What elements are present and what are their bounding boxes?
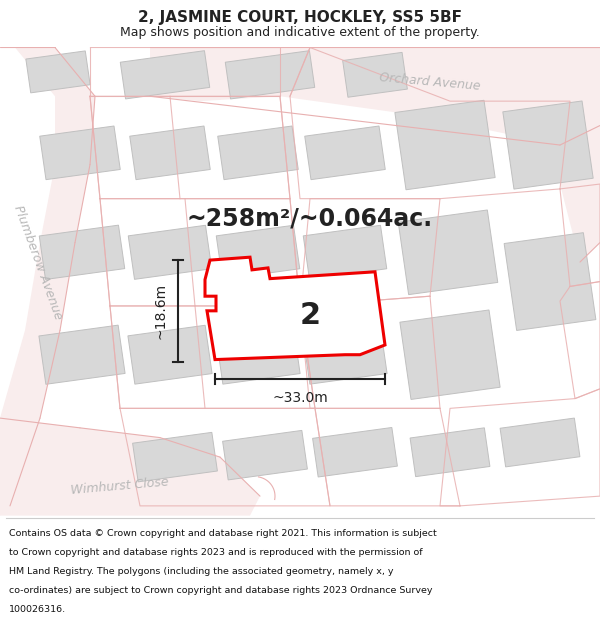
Polygon shape bbox=[400, 310, 500, 399]
Polygon shape bbox=[504, 232, 596, 331]
Polygon shape bbox=[303, 225, 387, 279]
Text: co-ordinates) are subject to Crown copyright and database rights 2023 Ordnance S: co-ordinates) are subject to Crown copyr… bbox=[9, 586, 433, 595]
Polygon shape bbox=[490, 48, 600, 262]
Polygon shape bbox=[130, 126, 210, 179]
Polygon shape bbox=[120, 51, 210, 99]
Polygon shape bbox=[0, 48, 95, 516]
Polygon shape bbox=[150, 48, 600, 145]
Text: Wimhurst Closе: Wimhurst Closе bbox=[70, 476, 170, 497]
Polygon shape bbox=[39, 225, 125, 279]
Text: 2, JASMINE COURT, HOCKLEY, SS5 5BF: 2, JASMINE COURT, HOCKLEY, SS5 5BF bbox=[138, 11, 462, 26]
Polygon shape bbox=[218, 126, 298, 179]
Polygon shape bbox=[313, 428, 397, 477]
Polygon shape bbox=[500, 418, 580, 467]
Polygon shape bbox=[410, 428, 490, 477]
Polygon shape bbox=[395, 100, 495, 190]
Text: ~33.0m: ~33.0m bbox=[272, 391, 328, 405]
Text: 100026316.: 100026316. bbox=[9, 605, 66, 614]
Polygon shape bbox=[303, 325, 387, 384]
Polygon shape bbox=[216, 225, 300, 279]
Text: to Crown copyright and database rights 2023 and is reproduced with the permissio: to Crown copyright and database rights 2… bbox=[9, 548, 422, 557]
Polygon shape bbox=[503, 101, 593, 189]
Text: 2: 2 bbox=[299, 301, 320, 330]
Text: HM Land Registry. The polygons (including the associated geometry, namely x, y: HM Land Registry. The polygons (includin… bbox=[9, 567, 394, 576]
Text: Contains OS data © Crown copyright and database right 2021. This information is : Contains OS data © Crown copyright and d… bbox=[9, 529, 437, 538]
Polygon shape bbox=[398, 210, 498, 294]
Polygon shape bbox=[305, 126, 385, 179]
Text: Map shows position and indicative extent of the property.: Map shows position and indicative extent… bbox=[120, 26, 480, 39]
Text: ~18.6m: ~18.6m bbox=[154, 282, 168, 339]
Polygon shape bbox=[133, 432, 217, 482]
Polygon shape bbox=[205, 257, 385, 359]
Polygon shape bbox=[40, 126, 120, 179]
Text: ~258m²/~0.064ac.: ~258m²/~0.064ac. bbox=[187, 206, 433, 230]
Polygon shape bbox=[225, 51, 315, 99]
Polygon shape bbox=[216, 325, 300, 384]
Polygon shape bbox=[223, 431, 307, 480]
Polygon shape bbox=[128, 225, 212, 279]
Text: Orchard Avenue: Orchard Avenue bbox=[379, 71, 481, 92]
Polygon shape bbox=[26, 51, 90, 93]
Polygon shape bbox=[39, 325, 125, 384]
Polygon shape bbox=[0, 418, 260, 516]
Polygon shape bbox=[343, 52, 407, 98]
Text: Plumberow Avenue: Plumberow Avenue bbox=[11, 203, 65, 321]
Polygon shape bbox=[128, 325, 212, 384]
